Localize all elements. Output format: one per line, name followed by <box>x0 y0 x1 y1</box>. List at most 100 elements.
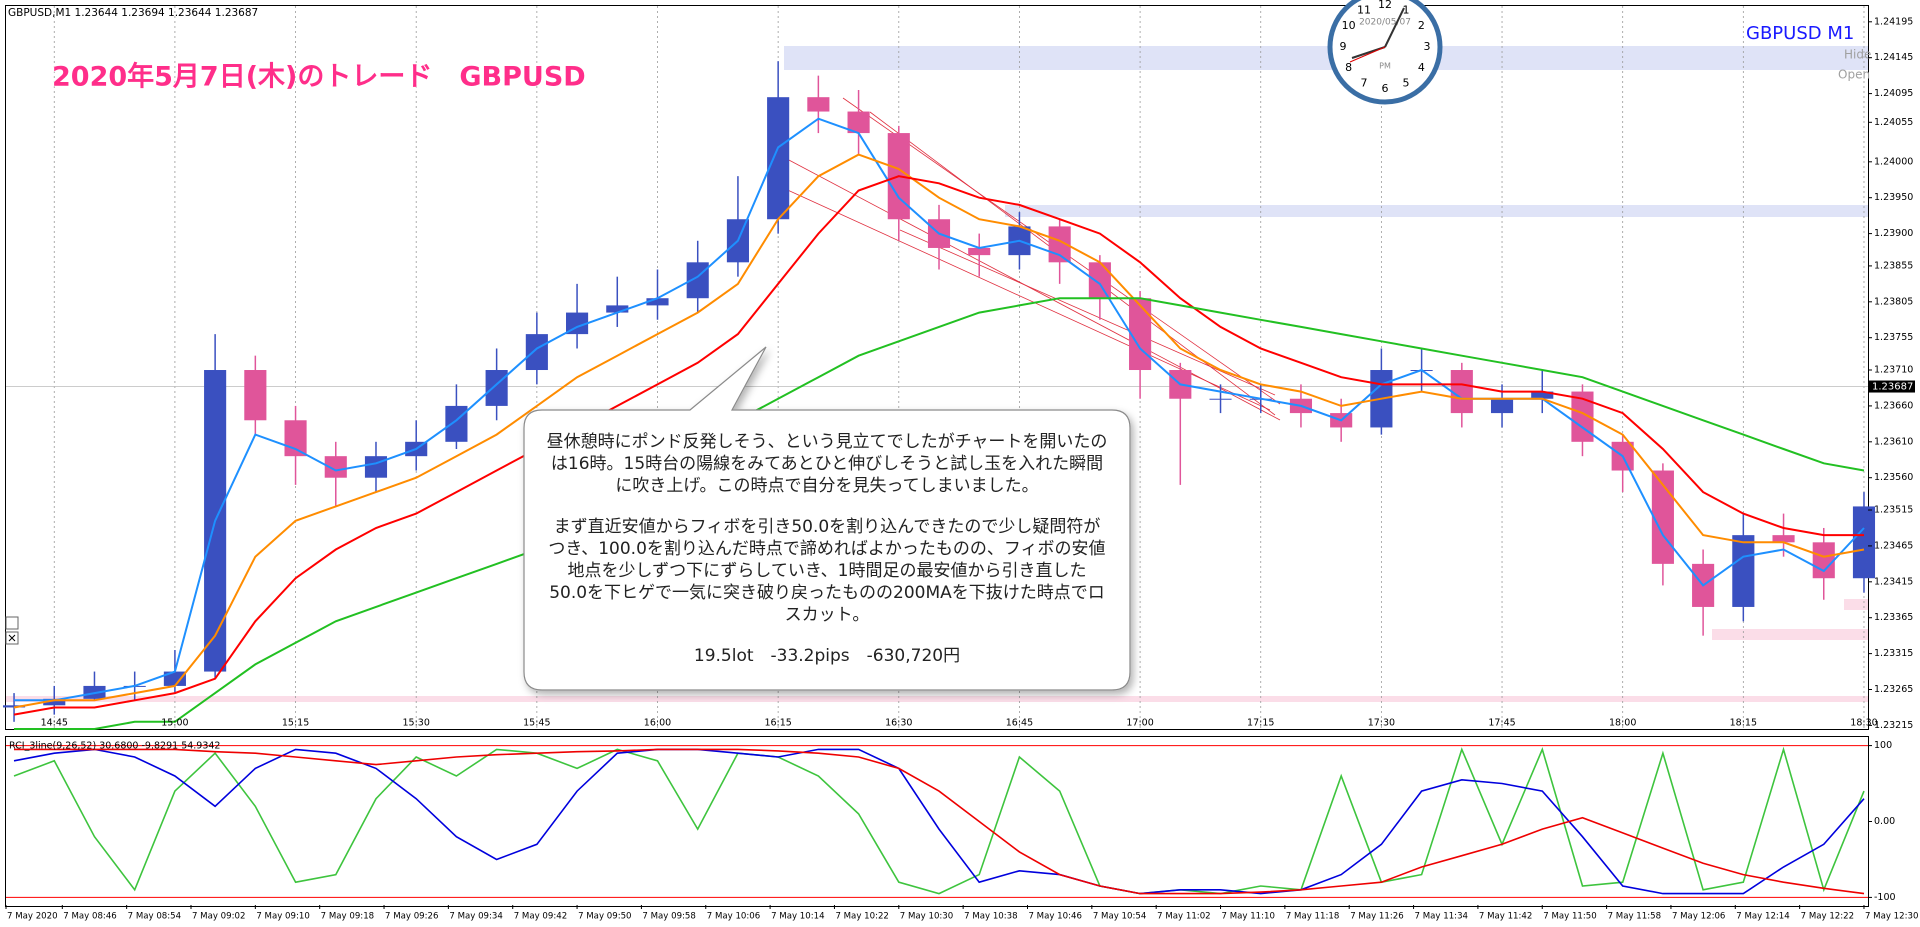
x-tick-label: 17:15 <box>1247 718 1274 729</box>
clock-numeral: 3 <box>1424 40 1431 53</box>
pane-button[interactable] <box>5 616 19 630</box>
callout-line: は16時。15時台の陽線をみてあとひと伸びしそうと試し玉を入れた瞬間 <box>551 454 1103 474</box>
x-tick-label: 7 May 10:30 <box>900 912 953 922</box>
candle-body <box>364 456 388 478</box>
candle-body <box>1129 298 1152 371</box>
marks <box>2 61 1876 895</box>
candle-body <box>807 97 830 112</box>
x-tick-label: 16:30 <box>885 718 912 729</box>
y-tick-label: 1.24195 <box>1874 16 1913 27</box>
clock-face <box>1327 0 1443 105</box>
candle-body <box>1812 542 1835 579</box>
candle-body <box>1450 370 1473 414</box>
header: GBPUSD,M1 1.23644 1.23694 1.23644 1.2368… <box>8 7 258 19</box>
y-tick-label: 1.23515 <box>1874 505 1913 516</box>
x-tick-label: 18:15 <box>1730 718 1757 729</box>
y-tick-label: 0.00 <box>1874 816 1895 827</box>
candle-body <box>2 705 26 708</box>
y-tick-label: 1.24000 <box>1874 156 1913 167</box>
y-tick-label: 1.24095 <box>1874 88 1913 99</box>
y-tick-label: 1.23660 <box>1874 400 1913 411</box>
current-price-box <box>1869 380 1915 393</box>
x-tick-label: 7 May 12:14 <box>1736 912 1789 922</box>
y-tick-label: 1.23900 <box>1874 228 1913 239</box>
candle-body <box>606 305 629 313</box>
clock-numeral: 2 <box>1418 19 1425 32</box>
callout-line: 50.0を下ヒゲで一気に突き破り戻ったものの200MAを下抜けた時点でロ <box>549 583 1105 603</box>
candle-body <box>1772 535 1795 543</box>
x-tick-label: 7 May 11:26 <box>1350 912 1403 922</box>
clock-numeral: 9 <box>1340 40 1347 53</box>
x-tick-label: 17:45 <box>1488 718 1515 729</box>
x-tick-label: 7 May 09:58 <box>642 912 695 922</box>
callout-line: つき、100.0を割り込んだ時点で諦めればよかったものの、フィボの安値 <box>548 539 1105 559</box>
symbol-label: GBPUSD M1 <box>1746 23 1854 44</box>
x-tick-label: 7 May 09:10 <box>256 912 309 922</box>
x-tick-label: 7 May 09:42 <box>514 912 567 922</box>
x-tick-label: 7 May 12:06 <box>1672 912 1725 922</box>
candle-body <box>244 370 267 421</box>
zone <box>1712 629 1868 640</box>
callout-box <box>523 346 1131 691</box>
candle-body <box>525 334 548 371</box>
x-tick-label: 7 May 11:34 <box>1415 912 1468 922</box>
zone <box>784 46 1868 70</box>
zone <box>1005 205 1868 217</box>
x-tick-label: 16:15 <box>764 718 791 729</box>
candle-body <box>1571 391 1594 442</box>
x-tick-label: 7 May 11:02 <box>1157 912 1210 922</box>
clock-numeral: 5 <box>1403 76 1410 89</box>
y-tick-label: 100 <box>1874 740 1892 751</box>
clock-numeral: 1 <box>1403 4 1410 17</box>
grid <box>6 6 1868 898</box>
candle-body <box>968 247 991 256</box>
title: 2020年5月7日(木)のトレード GBPUSD <box>52 61 586 93</box>
candle-body <box>163 671 186 686</box>
x-tick-label: 7 May 08:54 <box>128 912 181 922</box>
main-pane-frame <box>5 5 1869 730</box>
clock-numeral: 12 <box>1378 0 1392 11</box>
current-price-label: 1.23687 <box>1872 382 1913 393</box>
x-tick-label: 17:30 <box>1368 718 1395 729</box>
x-tick-label: 15:15 <box>282 718 309 729</box>
candle-body <box>1088 262 1111 299</box>
series-line <box>13 153 1865 709</box>
x-tick-label: 7 May 09:02 <box>192 912 245 922</box>
x-tick-label: 7 May 09:26 <box>385 912 438 922</box>
y-tick-label: 1.24055 <box>1874 117 1913 128</box>
open-button[interactable]: Open <box>1838 68 1870 82</box>
callout-line: スカット。 <box>785 605 870 625</box>
x-tick-label: 17:00 <box>1126 718 1153 729</box>
callout-text: 昼休憩時にポンド反発しそう、という見立てでしたがチャートを開いたのは16時。15… <box>547 432 1108 666</box>
candle-body <box>324 456 347 478</box>
candle-body <box>566 312 589 335</box>
pane-buttons <box>5 616 19 645</box>
y-tick-label: 1.23315 <box>1874 648 1913 659</box>
trendline <box>899 229 1276 396</box>
y-tick-label: 1.23465 <box>1874 540 1913 551</box>
x-tick-label: 16:45 <box>1006 718 1033 729</box>
y-tick-label: 1.23855 <box>1874 260 1913 271</box>
x-tick-label: 7 May 08:46 <box>63 912 116 922</box>
series-line <box>14 748 1865 895</box>
x-tick-label: 7 May 12:22 <box>1801 912 1854 922</box>
zones <box>6 46 1868 702</box>
x-tick-label: 7 May 11:58 <box>1608 912 1661 922</box>
x-tick-label: 7 May 10:46 <box>1028 912 1081 922</box>
x-tick-label: 15:30 <box>403 718 430 729</box>
candle-body <box>1209 398 1232 400</box>
x-tick-label: 7 May 10:38 <box>964 912 1017 922</box>
x-tick-label: 7 May 12:30 <box>1865 912 1918 922</box>
y-tick-label: 1.23805 <box>1874 296 1913 307</box>
callout-line: 地点を少しずつ下にずらしていき、1時間足の最安値から引き直した <box>568 561 1087 581</box>
candle-body <box>445 405 468 442</box>
clock-numeral: 11 <box>1357 4 1371 17</box>
hide-button[interactable]: Hide <box>1844 48 1871 62</box>
candle-body <box>767 97 790 220</box>
y-tick-label: 1.23215 <box>1874 720 1913 731</box>
y-tick-label: 1.23710 <box>1874 365 1913 376</box>
clock-hand <box>1349 46 1386 63</box>
y-tick-label: 1.23365 <box>1874 612 1913 623</box>
